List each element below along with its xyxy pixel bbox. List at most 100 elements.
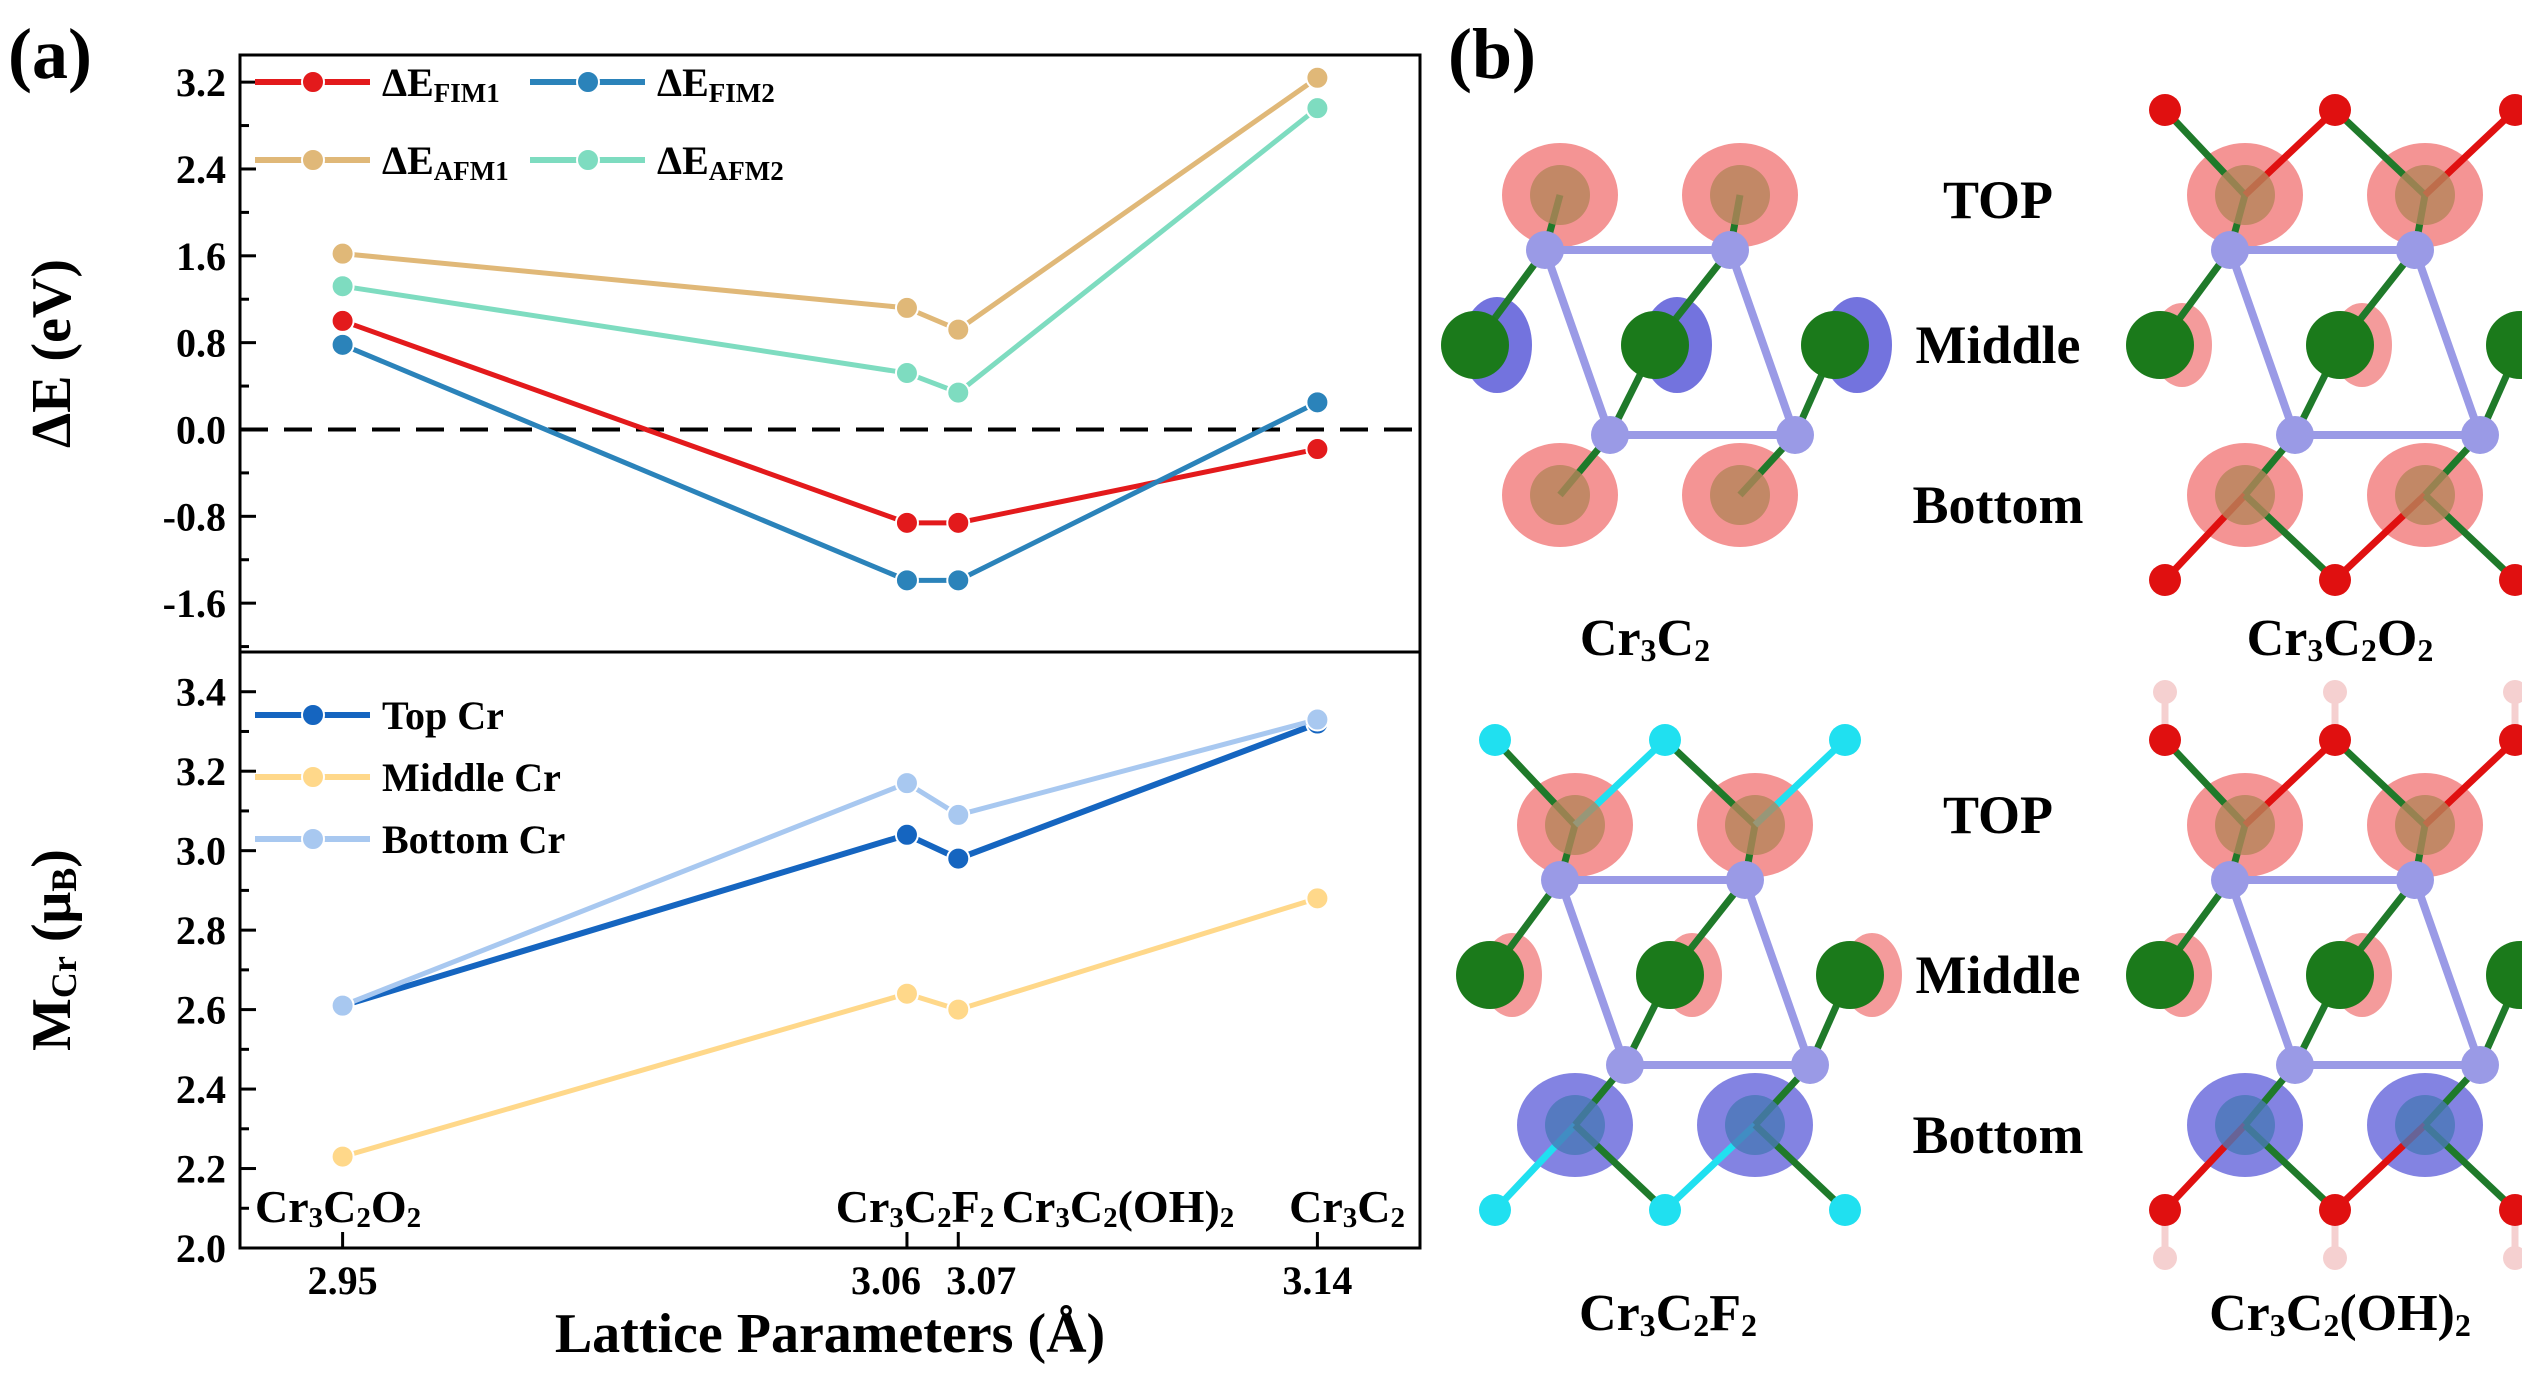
energy-series-line [342, 106, 1319, 396]
energy-series-line [341, 342, 1319, 583]
chromium-atom [1545, 795, 1605, 855]
moment-data-point [330, 1144, 355, 1169]
chromium-atom [2126, 941, 2194, 1009]
formula-part: Cr [1289, 1181, 1343, 1232]
chromium-atom [2215, 1095, 2275, 1155]
energy-y-tick-label: 1.6 [176, 234, 226, 279]
carbon-atom [1791, 1046, 1829, 1084]
moment-legend-marker [301, 765, 325, 789]
formula-part: F [1709, 1285, 1741, 1342]
formula-part: Cr [836, 1181, 890, 1232]
oxygen-atom [2319, 564, 2351, 596]
panel-label-a: (a) [8, 14, 92, 94]
formula-subscript: 3 [1343, 1202, 1358, 1234]
carbon-atom [2461, 1046, 2499, 1084]
moment-data-point [330, 993, 355, 1018]
moment-plot-frame [238, 650, 1422, 1250]
energy-data-point [1305, 390, 1330, 415]
moment-legend-marker [301, 703, 325, 727]
formula-part: Cr [2209, 1285, 2270, 1342]
formula-subscript: 2 [937, 1202, 952, 1234]
moment-y-tick-label: 2.4 [176, 1067, 226, 1112]
material-label: Cr3C2(OH)2 [1002, 1181, 1235, 1234]
formula-subscript: 3 [1055, 1202, 1070, 1234]
formula-subscript: 2 [2455, 1307, 2471, 1343]
moment-y-tick-label: 3.2 [176, 749, 226, 794]
fluorine-atom [1829, 724, 1861, 756]
carbon-atom [2276, 1046, 2314, 1084]
legend-subscript: AFM1 [434, 156, 509, 186]
chromium-atom [2215, 465, 2275, 525]
moment-data-point [894, 771, 919, 796]
moment-legend-label: Middle Cr [382, 755, 561, 800]
fluorine-atom [1829, 1194, 1861, 1226]
moment-data-point [946, 802, 971, 827]
chromium-atom [1456, 941, 1524, 1009]
bond [1726, 248, 1799, 437]
oxygen-atom [2149, 564, 2181, 596]
carbon-atom [2396, 861, 2434, 899]
oxygen-atom [2149, 94, 2181, 126]
carbon-atom [2461, 416, 2499, 454]
chromium-atom [2126, 311, 2194, 379]
energy-legend-label: ΔEAFM2 [657, 138, 784, 186]
y-label-part: (μ [21, 891, 83, 956]
formula-subscript: 2 [1220, 1202, 1235, 1234]
hydrogen-atom [2503, 680, 2522, 704]
energy-y-tick-label: -1.6 [163, 581, 226, 626]
bond [2226, 878, 2299, 1067]
crystal-structure [2126, 680, 2522, 1270]
formula-part: Cr [255, 1181, 309, 1232]
moment-legend-label: Bottom Cr [382, 817, 565, 862]
chromium-atom [1545, 1095, 1605, 1155]
structure-caption: Cr3C2F2 [1579, 1285, 1757, 1343]
legend-subscript: FIM1 [434, 78, 500, 108]
moment-legend-marker [301, 827, 325, 851]
carbon-atom [1606, 1046, 1644, 1084]
structure-row-label: Middle [1915, 315, 2080, 375]
chromium-atom [1441, 311, 1509, 379]
formula-part: F [952, 1181, 980, 1232]
chromium-atom [1816, 941, 1884, 1009]
x-axis: 2.95 3.06 3.07 3.14 Lattice Parameters (Å) Cr… [255, 1181, 1405, 1365]
carbon-atom [2211, 231, 2249, 269]
formula-subscript: 2 [1741, 1307, 1757, 1343]
formula-subscript: 2 [1103, 1202, 1118, 1234]
formula-part: C [1070, 1181, 1103, 1232]
formula-subscript: 2 [2361, 632, 2377, 668]
oxygen-atom [2149, 724, 2181, 756]
energy-y-tick-label: 2.4 [176, 147, 226, 192]
chromium-atom [1636, 941, 1704, 1009]
moment-data-point [1305, 707, 1330, 732]
moment-data-point [1305, 886, 1330, 911]
y-label-subscript: B [44, 868, 84, 892]
oxygen-atom [2319, 94, 2351, 126]
energy-data-point [946, 317, 971, 342]
formula-subscript: 2 [980, 1202, 995, 1234]
hydrogen-atom [2153, 680, 2177, 704]
material-label: Cr3C2 [1289, 1181, 1405, 1234]
y-label-subscript: Cr [44, 956, 84, 998]
crystal-structure [2126, 94, 2522, 596]
formula-subscript: 2 [1693, 1307, 1709, 1343]
structure-row-label: Bottom [1913, 1105, 2084, 1165]
carbon-atom [1726, 861, 1764, 899]
chromium-atom [1530, 465, 1590, 525]
energy-legend-marker [301, 70, 325, 94]
energy-data-point [894, 510, 919, 535]
chromium-atom [2395, 465, 2455, 525]
formula-part: C [1657, 610, 1695, 667]
carbon-atom [2276, 416, 2314, 454]
chromium-atom [2395, 795, 2455, 855]
energy-data-point [946, 380, 971, 405]
bond [2411, 248, 2484, 437]
moment-data-point [894, 981, 919, 1006]
formula-part: (OH) [2339, 1285, 2455, 1342]
oxygen-atom [2149, 1194, 2181, 1226]
energy-data-point [946, 568, 971, 593]
chromium-atom [2486, 941, 2522, 1009]
moment-y-tick-label: 3.0 [176, 829, 226, 874]
structure-row-label: Bottom [1913, 475, 2084, 535]
energy-series-line [341, 318, 1318, 526]
moment-y-tick-label: 2.6 [176, 988, 226, 1033]
